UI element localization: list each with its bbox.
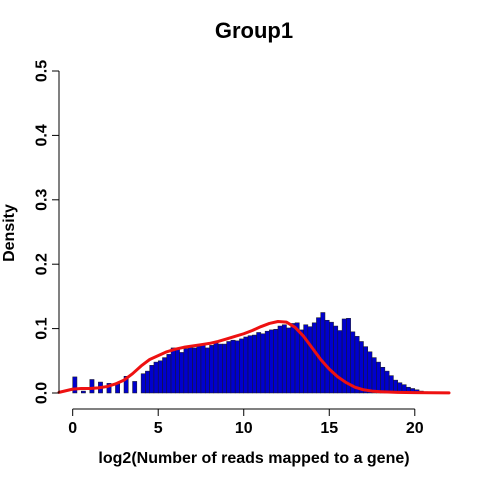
x-tick-label: 10 bbox=[235, 420, 253, 437]
histogram-bar bbox=[329, 321, 334, 394]
x-tick-label: 5 bbox=[154, 420, 163, 437]
y-axis: 0.0 0.1 0.2 0.3 0.4 0.5 bbox=[34, 60, 60, 404]
histogram-bar bbox=[230, 339, 236, 394]
histogram-bar bbox=[269, 329, 274, 394]
histogram-bar bbox=[89, 379, 95, 394]
histogram-bar bbox=[140, 373, 146, 394]
histogram-bar bbox=[192, 347, 197, 394]
y-tick-label: 0.4 bbox=[34, 124, 51, 146]
histogram-bar bbox=[200, 343, 206, 394]
histogram-bar bbox=[388, 375, 394, 394]
histogram-bar bbox=[277, 325, 283, 394]
histogram-bar bbox=[149, 365, 155, 394]
histogram-bar bbox=[320, 312, 326, 394]
x-tick-label: 0 bbox=[68, 420, 77, 437]
histogram-bar bbox=[196, 344, 202, 394]
histogram-bar bbox=[145, 370, 150, 394]
histogram-bar bbox=[153, 361, 159, 394]
histogram-bar bbox=[354, 336, 360, 394]
histogram-bar bbox=[209, 345, 215, 394]
density-curve bbox=[57, 320, 451, 395]
histogram-bar bbox=[256, 332, 262, 394]
histogram-bar bbox=[170, 347, 176, 394]
y-tick-label: 0.3 bbox=[34, 189, 51, 211]
histogram-bar bbox=[260, 333, 266, 394]
histogram-bar bbox=[299, 329, 304, 394]
histogram-bar bbox=[333, 325, 339, 394]
histogram-bar bbox=[363, 346, 369, 394]
histogram-bar bbox=[183, 348, 189, 394]
y-tick-label: 0.5 bbox=[34, 60, 51, 82]
histogram-bar bbox=[307, 326, 313, 394]
histogram-bar bbox=[281, 324, 287, 394]
histogram-bar bbox=[273, 328, 279, 394]
histogram-bar bbox=[324, 319, 330, 394]
histogram-bar bbox=[247, 335, 253, 394]
histogram-bar bbox=[337, 330, 343, 394]
histogram-bar bbox=[290, 323, 296, 394]
histogram-bar bbox=[252, 334, 257, 394]
histogram-bar bbox=[264, 330, 270, 394]
histogram-bar bbox=[286, 327, 292, 394]
histogram-bar bbox=[132, 381, 138, 394]
histogram-bar bbox=[157, 360, 163, 394]
histogram-bar bbox=[371, 357, 377, 394]
y-tick-label: 0.1 bbox=[34, 317, 51, 339]
x-tick-label: 15 bbox=[320, 420, 338, 437]
histogram-bar bbox=[179, 352, 185, 394]
histogram-bar bbox=[358, 341, 364, 394]
histogram-bar bbox=[162, 357, 168, 394]
histogram-bar bbox=[205, 347, 210, 394]
histogram-bar bbox=[106, 383, 112, 394]
histogram-bar bbox=[239, 338, 244, 394]
histogram-bar bbox=[72, 376, 78, 394]
histogram-bar bbox=[243, 336, 249, 394]
y-tick-label: 0.2 bbox=[34, 253, 51, 275]
histogram-bar bbox=[222, 343, 227, 394]
histogram-bar bbox=[175, 348, 180, 394]
chart-title: Group1 bbox=[215, 18, 293, 43]
histogram-bar bbox=[311, 322, 317, 394]
histogram-bar bbox=[123, 376, 129, 394]
histogram-bar bbox=[367, 351, 373, 394]
x-tick-label: 20 bbox=[406, 420, 424, 437]
y-tick-label: 0.0 bbox=[34, 382, 51, 404]
histogram-bar bbox=[384, 370, 390, 394]
x-axis: 0 5 10 15 20 bbox=[68, 408, 424, 437]
histogram-bar bbox=[80, 390, 86, 394]
histogram-bar bbox=[166, 354, 172, 394]
histogram-bar bbox=[380, 366, 386, 394]
histogram-bar bbox=[294, 322, 300, 394]
histogram-bar bbox=[234, 340, 240, 394]
histogram-bar bbox=[376, 361, 381, 394]
histogram-bar bbox=[217, 343, 223, 394]
x-axis-label: log2(Number of reads mapped to a gene) bbox=[98, 450, 409, 467]
histogram-bars bbox=[72, 312, 441, 394]
y-axis-label: Density bbox=[1, 204, 18, 262]
histogram-bar bbox=[226, 341, 232, 394]
histogram-bar bbox=[187, 347, 193, 394]
histogram-bar bbox=[213, 342, 219, 394]
